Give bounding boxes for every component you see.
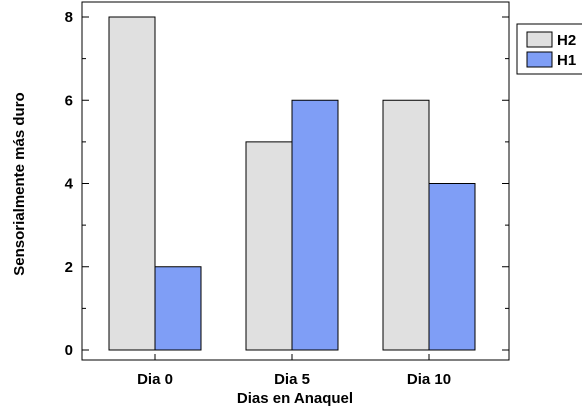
legend-label-h2: H2 [557, 32, 576, 49]
x-axis: Dia 0 Dia 5 Dia 10 [137, 354, 451, 388]
bars-group [108, 16, 476, 351]
legend: H2 H1 [516, 23, 582, 75]
y-tick-label: 0 [65, 342, 73, 359]
bar-h2-dia-0 [108, 16, 156, 351]
plot-frame [81, 1, 510, 361]
bar-h1-dia-5 [291, 99, 339, 351]
bar-h1-dia-0 [154, 266, 202, 351]
bar-h2-dia-10 [382, 99, 430, 351]
x-tick-label: Dia 10 [407, 371, 451, 388]
legend-label-h1: H1 [557, 52, 576, 69]
y-axis: 0 2 4 6 8 [65, 9, 509, 359]
bar-h1-dia-10 [428, 183, 476, 351]
x-tick-label: Dia 0 [137, 371, 173, 388]
y-tick-label: 4 [65, 176, 74, 193]
y-tick-label: 8 [65, 9, 73, 26]
x-axis-title: Dias en Anaquel [237, 390, 353, 407]
legend-swatch-h1 [526, 51, 553, 68]
legend-swatch-h2 [526, 31, 553, 48]
x-tick-label: Dia 5 [274, 371, 310, 388]
y-tick-label: 2 [65, 259, 73, 276]
y-axis-title: Sensorialmente más duro [11, 92, 28, 275]
bar-h2-dia-5 [245, 141, 293, 351]
y-tick-label: 6 [65, 92, 73, 109]
